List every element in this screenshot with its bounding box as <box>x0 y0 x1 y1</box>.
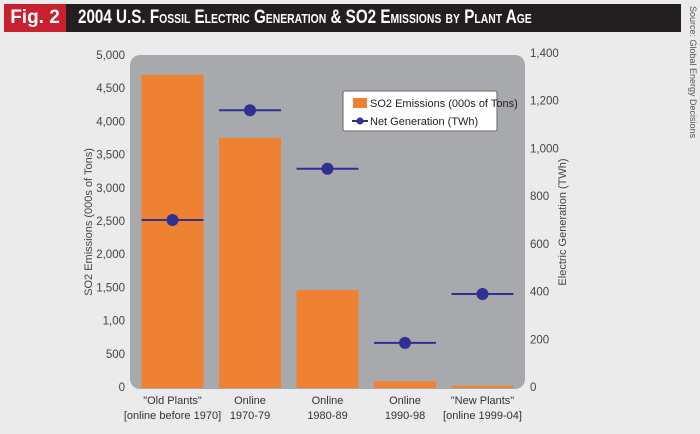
legend-label-so2: SO2 Emissions (000s of Tons) <box>370 98 518 110</box>
y-tick-label: 4,000 <box>96 116 125 128</box>
legend-label-generation: Net Generation (TWh) <box>370 116 478 128</box>
y-tick-label: 3,500 <box>96 150 125 162</box>
y2-tick-label: 1,200 <box>530 96 559 108</box>
chart-title: 2004 U.S. Fossil Electric Generation & S… <box>78 7 532 28</box>
bar-so2-emissions <box>141 74 204 389</box>
y-tick-label: 1,500 <box>96 282 125 294</box>
legend-swatch-point <box>356 117 364 125</box>
bar-so2-emissions <box>219 138 281 388</box>
legend-box <box>342 90 498 132</box>
figure-label: Fig. 2 <box>4 4 66 32</box>
legend-swatch-so2 <box>353 98 367 108</box>
y-tick-label: 0 <box>119 382 125 394</box>
net-generation-point <box>166 214 179 226</box>
x-category-label: "New Plants" <box>451 395 515 407</box>
x-category-label: 1990-98 <box>385 410 425 422</box>
net-generation-point <box>399 336 411 349</box>
net-generation-point <box>476 287 489 300</box>
y-tick-label: 2,000 <box>96 249 125 261</box>
x-category-label: Online <box>312 395 344 407</box>
x-category-label: Online <box>389 395 421 407</box>
y2-tick-label: 800 <box>530 191 549 203</box>
y2-tick-label: 0 <box>530 382 536 394</box>
x-category-label: 1970-79 <box>230 410 270 422</box>
x-category-label: [online before 1970] <box>124 410 221 422</box>
x-category-label: Online <box>234 395 266 407</box>
y-tick-label: 2,500 <box>96 216 125 228</box>
y-axis-title: SO2 Emissions (000s of Tons) <box>83 148 95 296</box>
bar-so2-emissions <box>374 381 436 388</box>
y2-tick-label: 400 <box>530 287 549 299</box>
net-generation-point <box>321 162 334 175</box>
y2-tick-label: 1,000 <box>530 143 559 155</box>
title-bar <box>4 4 681 32</box>
y2-tick-label: 600 <box>530 239 549 251</box>
y-tick-label: 5,000 <box>96 50 125 62</box>
y-tick-label: 4,500 <box>96 83 125 95</box>
y-tick-label: 3,000 <box>96 183 125 195</box>
x-category-label: "Old Plants" <box>143 395 202 407</box>
y-tick-label: 1,00 <box>103 316 125 328</box>
bar-so2-emissions <box>296 290 359 388</box>
bar-so2-emissions <box>451 385 514 388</box>
net-generation-point <box>244 104 256 117</box>
y-tick-label: 500 <box>106 349 125 361</box>
x-category-label: [online 1999-04] <box>443 410 522 422</box>
y2-tick-label: 200 <box>530 334 549 346</box>
y2-tick-label: 1,400 <box>530 48 559 60</box>
x-category-label: 1980-89 <box>307 410 347 422</box>
y2-axis-title: Electric Generation (TWh) <box>557 158 569 285</box>
